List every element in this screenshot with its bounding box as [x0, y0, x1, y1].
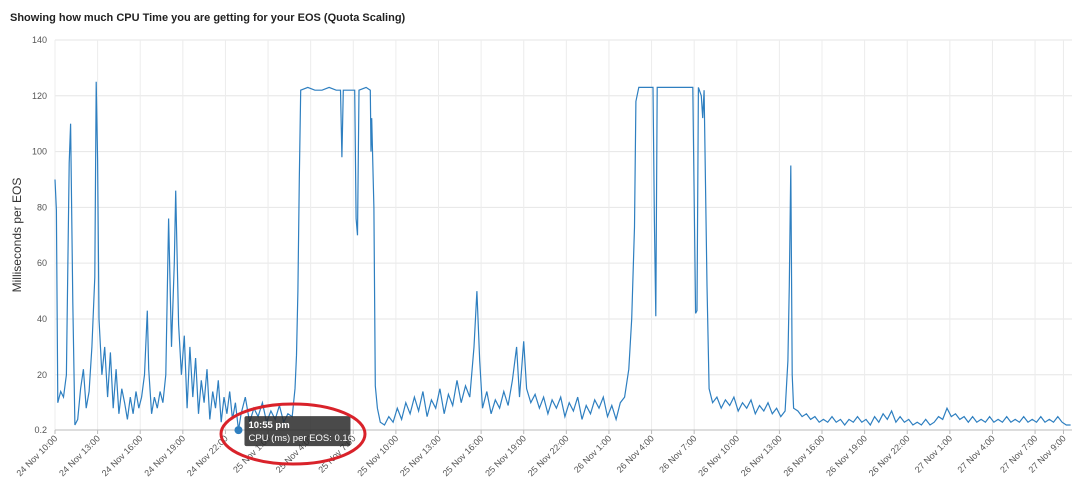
x-tick-label: 26 Nov 4:00 [615, 433, 656, 474]
y-tick-label: 80 [37, 202, 47, 212]
tooltip-title: 10:55 pm [248, 420, 289, 431]
x-tick-label: 25 Nov 13:00 [398, 433, 443, 478]
y-tick-label: 140 [32, 35, 47, 45]
y-tick-label: 0.2 [34, 425, 47, 435]
x-tick-label: 26 Nov 22:00 [867, 433, 912, 478]
chart-title: Showing how much CPU Time you are gettin… [10, 12, 406, 24]
tooltip-box [244, 416, 351, 447]
y-axis-label: Milliseconds per EOS [10, 178, 24, 293]
x-tick-label: 26 Nov 13:00 [739, 433, 784, 478]
x-tick-label: 24 Nov 19:00 [142, 433, 187, 478]
series-line [54, 81, 1071, 431]
y-tick-label: 120 [32, 91, 47, 101]
x-tick-label: 24 Nov 13:00 [57, 433, 102, 478]
tooltip: 10:55 pm CPU (ms) per EOS: 0.16 [244, 416, 353, 447]
x-tick-label: 25 Nov 19:00 [483, 433, 528, 478]
x-tick-label: 25 Nov 16:00 [441, 433, 486, 478]
y-tick-label: 100 [32, 147, 47, 157]
y-tick-label: 60 [37, 258, 47, 268]
y-tick-label: 20 [37, 370, 47, 380]
tooltip-point [234, 426, 243, 435]
y-tick-label: 40 [37, 314, 47, 324]
x-tick-label: 27 Nov 4:00 [955, 433, 996, 474]
x-tick-label: 26 Nov 1:00 [572, 433, 613, 474]
highlight-circle [219, 402, 367, 466]
x-tick-label: 26 Nov 16:00 [781, 433, 826, 478]
x-tick-label: 25 Nov 22:00 [526, 433, 571, 478]
plot [54, 81, 1071, 435]
x-tick-label: 26 Nov 7:00 [657, 433, 698, 474]
x-tick-label: 24 Nov 16:00 [100, 433, 145, 478]
tooltip-text: CPU (ms) per EOS: 0.16 [248, 433, 353, 444]
x-tick-label: 26 Nov 19:00 [824, 433, 869, 478]
x-tick-label: 24 Nov 10:00 [14, 433, 59, 478]
x-tick-label: 27 Nov 1:00 [913, 433, 954, 474]
x-tick-label: 26 Nov 10:00 [696, 433, 741, 478]
